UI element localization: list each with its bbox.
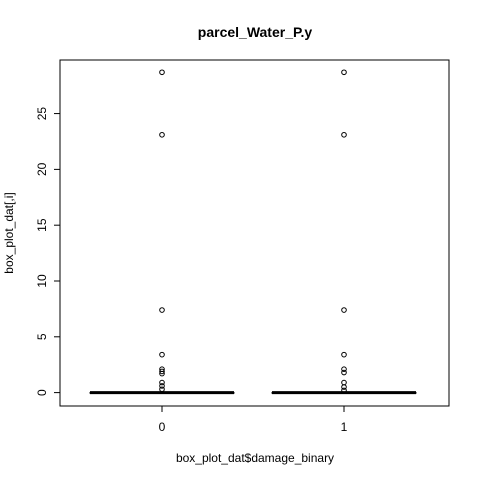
outlier-point (159, 351, 165, 358)
y-tick-label: 0 (35, 389, 49, 396)
outlier-point (159, 379, 165, 386)
outlier-point (159, 307, 165, 313)
outlier-point (159, 69, 165, 76)
y-tick-label: 15 (35, 218, 49, 232)
y-axis: 0 5 10 15 20 25 (35, 107, 61, 396)
y-tick-label: 20 (35, 162, 49, 176)
y-tick-label: 5 (35, 333, 49, 340)
x-tick-label: 0 (159, 420, 166, 434)
outlier-point (159, 383, 165, 389)
x-axis-label: box_plot_dat$damage_binary (176, 451, 334, 465)
y-tick-label: 10 (35, 274, 49, 288)
outlier-point (159, 131, 165, 138)
outlier-point (341, 69, 347, 76)
outlier-point (341, 387, 347, 394)
outlier-point (341, 384, 347, 390)
y-tick-label: 25 (35, 107, 49, 121)
outlier-point (341, 131, 347, 138)
outlier-point (159, 370, 165, 377)
outlier-point (341, 307, 347, 313)
x-tick-label: 1 (341, 420, 348, 434)
outlier-point (159, 368, 165, 375)
box-group (271, 69, 417, 395)
box-group (89, 69, 235, 395)
boxplot-series (89, 69, 417, 395)
outlier-point (341, 366, 347, 372)
y-axis-label: box_plot_dat[,i] (2, 192, 16, 273)
chart-title: parcel_Water_P.y (198, 24, 313, 40)
outlier-point (159, 386, 165, 393)
outlier-point (341, 351, 347, 358)
outlier-point (341, 369, 347, 376)
